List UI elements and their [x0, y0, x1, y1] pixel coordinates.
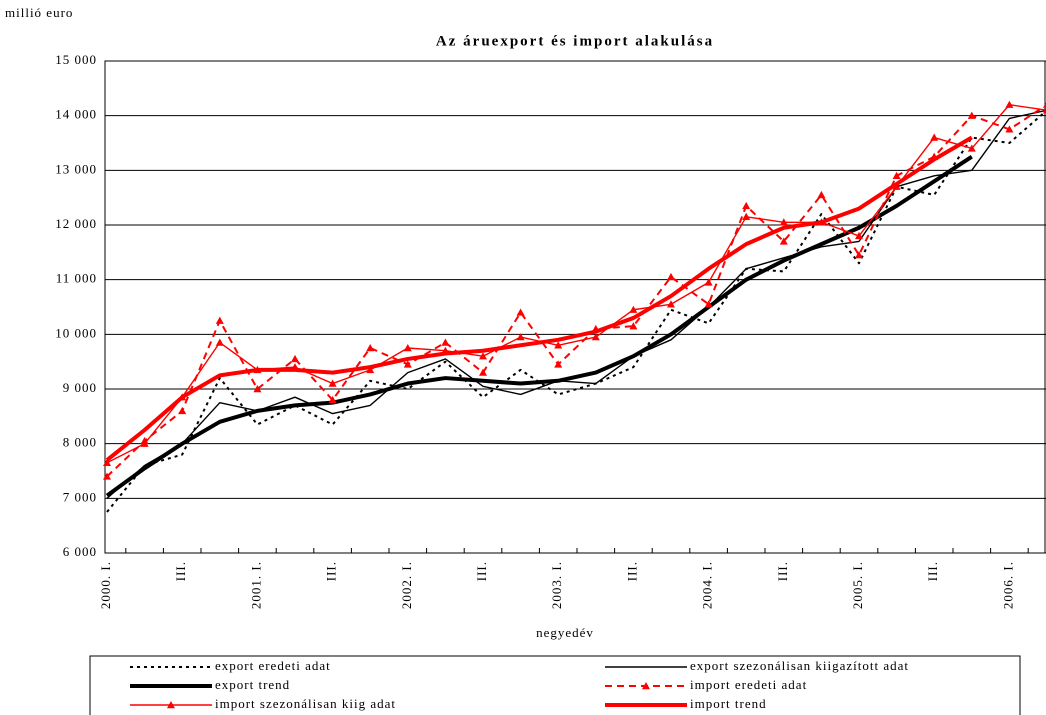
series-line — [105, 135, 973, 462]
y-tick-label: 10 000 — [55, 325, 97, 340]
x-tick-label: 2005. I. — [850, 561, 865, 609]
point-marker — [554, 360, 563, 368]
point-marker — [704, 278, 713, 286]
series-line — [105, 154, 973, 498]
y-axis-label: millió euro — [5, 5, 73, 20]
point-marker — [215, 338, 224, 346]
x-tick-label: III. — [775, 561, 790, 581]
point-marker — [103, 458, 111, 466]
point-marker — [629, 322, 638, 330]
x-tick-label: III. — [624, 561, 639, 581]
y-tick-label: 8 000 — [63, 435, 97, 450]
x-tick-label: 2000. I. — [98, 561, 113, 609]
series-line — [106, 109, 1046, 513]
series-line — [106, 109, 1046, 499]
point-marker — [855, 251, 863, 259]
legend-label: import trend — [690, 696, 767, 711]
plot-border — [104, 60, 1046, 554]
y-tick-label: 7 000 — [63, 489, 97, 504]
point-marker — [742, 201, 751, 210]
y-tick-label: 13 000 — [55, 161, 97, 176]
y-tick-label: 9 000 — [63, 380, 97, 395]
point-marker — [403, 360, 412, 368]
point-marker — [291, 354, 299, 363]
point-marker — [892, 171, 901, 179]
point-marker — [667, 272, 675, 281]
chart-title: Az áruexport és import alakulása — [436, 33, 714, 49]
point-marker — [215, 316, 224, 324]
point-marker — [403, 344, 412, 352]
x-tick-label: 2001. I. — [248, 561, 263, 609]
series-line — [106, 104, 1046, 478]
y-tick-label: 15 000 — [55, 52, 97, 67]
legend-marker — [642, 682, 650, 690]
y-tick-label: 14 000 — [55, 107, 97, 122]
point-marker — [1005, 100, 1014, 108]
point-marker — [516, 308, 525, 316]
point-marker — [667, 300, 675, 308]
x-tick-label: 2006. I. — [1000, 561, 1015, 609]
point-marker — [328, 379, 337, 387]
point-marker — [516, 333, 525, 341]
point-marker — [1005, 125, 1014, 133]
point-marker — [591, 333, 600, 341]
point-marker — [441, 338, 450, 346]
x-tick-label: III. — [173, 561, 188, 581]
x-tick-label: 2002. I. — [399, 561, 414, 609]
legend-marker — [167, 701, 175, 709]
point-marker — [479, 368, 487, 376]
point-marker — [366, 365, 375, 374]
point-marker — [253, 385, 262, 393]
point-marker — [328, 395, 337, 404]
point-marker — [178, 406, 187, 415]
point-marker — [629, 305, 638, 313]
point-marker — [554, 341, 563, 349]
point-marker — [930, 133, 939, 141]
x-tick-label: 2003. I. — [549, 561, 564, 609]
point-marker — [967, 144, 976, 152]
legend-box — [89, 655, 1021, 715]
y-tick-label: 6 000 — [63, 544, 97, 559]
point-marker — [742, 212, 751, 220]
x-tick-label: III. — [925, 561, 940, 581]
x-axis-label: negyedév — [536, 625, 594, 640]
legend-label: import szezonálisan kiig adat — [215, 696, 396, 711]
point-marker — [855, 231, 863, 240]
x-tick-label: III. — [474, 561, 489, 581]
legend-label: import eredeti adat — [690, 677, 807, 692]
point-marker — [1043, 107, 1046, 114]
point-marker — [704, 300, 713, 308]
y-tick-label: 12 000 — [55, 216, 97, 231]
x-tick-label: III. — [324, 561, 339, 581]
point-marker — [479, 352, 487, 360]
point-marker — [817, 190, 826, 199]
point-marker — [103, 472, 111, 480]
point-marker — [967, 111, 976, 119]
point-marker — [366, 344, 375, 352]
legend-label: export szezonálisan kiigazított adat — [690, 658, 909, 673]
legend-label: export eredeti adat — [215, 658, 331, 673]
point-marker — [779, 218, 788, 226]
legend-label: export trend — [215, 677, 290, 692]
point-marker — [779, 237, 788, 245]
y-tick-label: 11 000 — [56, 271, 97, 286]
point-marker — [140, 439, 149, 447]
x-tick-label: 2004. I. — [700, 561, 715, 609]
point-marker — [1043, 102, 1046, 108]
